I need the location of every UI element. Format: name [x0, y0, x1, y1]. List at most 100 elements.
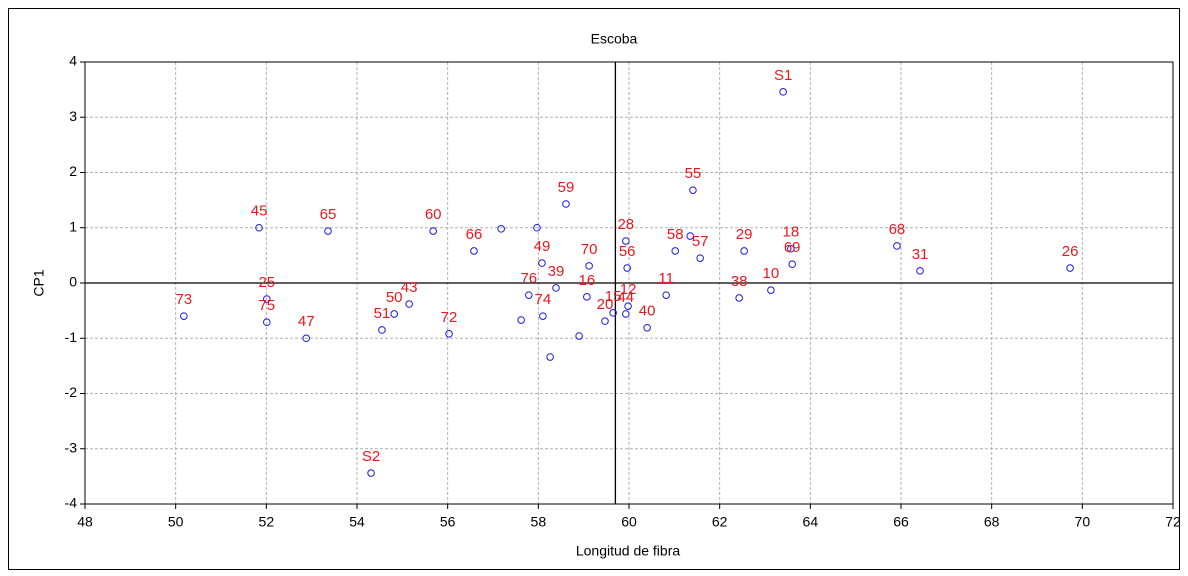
point-label: S1 — [774, 67, 792, 84]
point-label: 10 — [763, 265, 780, 282]
point-label: 69 — [784, 239, 801, 256]
point-label: 26 — [1062, 243, 1079, 260]
y-tick-label: 4 — [69, 53, 77, 69]
point — [302, 334, 311, 343]
point-label: 66 — [466, 226, 483, 243]
y-tick-label: 0 — [69, 274, 77, 290]
point-label: 58 — [667, 226, 684, 243]
point-label: 49 — [534, 238, 551, 255]
point — [916, 267, 924, 275]
point — [624, 302, 632, 311]
x-tick-label: 52 — [259, 514, 275, 530]
point-label: S2 — [362, 448, 380, 465]
point-label: 75 — [258, 297, 275, 314]
point-label: 60 — [425, 206, 442, 223]
point — [255, 223, 263, 232]
point-label: 55 — [685, 165, 702, 182]
point — [585, 262, 593, 270]
point — [497, 225, 505, 233]
point — [546, 353, 554, 361]
point-label: 44 — [617, 289, 634, 306]
point-label: 73 — [175, 291, 192, 308]
point-label: 50 — [386, 289, 403, 306]
point — [539, 312, 547, 320]
point — [583, 293, 591, 301]
point-label: 57 — [692, 233, 709, 250]
point-label: 29 — [736, 226, 753, 243]
point — [601, 317, 609, 325]
point-label: 43 — [401, 279, 418, 296]
point — [622, 237, 630, 245]
point — [538, 259, 546, 267]
point-label: 47 — [298, 313, 315, 330]
point — [735, 294, 743, 302]
x-tick-label: 58 — [531, 514, 547, 530]
x-tick-label: 56 — [440, 514, 456, 530]
x-tick-label: 60 — [621, 514, 637, 530]
point — [575, 332, 583, 340]
point — [429, 227, 437, 235]
point-label: 38 — [731, 273, 748, 290]
point — [525, 291, 533, 299]
point — [390, 310, 398, 318]
point — [262, 295, 271, 303]
point — [180, 312, 188, 320]
y-tick-label: 1 — [69, 218, 77, 234]
point-label: 45 — [251, 203, 268, 220]
point — [779, 88, 787, 96]
x-tick-label: 54 — [349, 514, 365, 530]
y-tick-label: -3 — [65, 439, 78, 455]
x-tick-label: 72 — [1165, 514, 1181, 530]
point-label: 25 — [258, 274, 275, 291]
point — [445, 330, 453, 338]
point — [787, 244, 795, 253]
point — [405, 300, 413, 308]
x-tick-label: 64 — [803, 514, 819, 530]
point — [686, 232, 695, 240]
point — [378, 326, 386, 334]
y-tick-label: 2 — [69, 163, 77, 179]
point-label: 70 — [581, 241, 598, 258]
x-tick-label: 48 — [77, 514, 93, 530]
x-axis-label: Longitud de fibra — [576, 543, 681, 559]
point — [552, 284, 560, 292]
point — [533, 223, 541, 232]
point — [262, 318, 271, 327]
point — [662, 291, 670, 299]
point-label: 18 — [782, 224, 799, 241]
point-label: 68 — [889, 221, 906, 238]
point — [324, 227, 332, 235]
point — [367, 469, 375, 477]
point-label: 28 — [617, 216, 634, 233]
point — [470, 247, 478, 255]
point-label: 74 — [535, 291, 552, 308]
x-tick-label: 62 — [712, 514, 728, 530]
point-label: 31 — [912, 246, 929, 263]
x-tick-label: 70 — [1075, 514, 1091, 530]
point — [609, 309, 617, 317]
point — [767, 286, 775, 294]
point-label: 39 — [548, 263, 565, 280]
point-label: 16 — [578, 272, 595, 289]
point-label: 72 — [441, 309, 458, 326]
point — [1066, 264, 1074, 272]
point-label: 11 — [658, 270, 674, 287]
point — [643, 323, 651, 332]
point-label: 56 — [619, 243, 636, 260]
point — [562, 200, 570, 208]
y-axis-label: CP1 — [31, 269, 47, 296]
x-tick-label: 66 — [893, 514, 909, 530]
point-label: 12 — [620, 281, 637, 298]
point-label: 15 — [605, 288, 622, 305]
point — [622, 310, 630, 318]
point — [689, 186, 697, 194]
point-label: 20 — [597, 296, 614, 313]
y-tick-label: -2 — [65, 384, 78, 400]
x-tick-label: 68 — [984, 514, 1000, 530]
y-tick-label: -4 — [65, 495, 78, 511]
point-label: 51 — [374, 305, 391, 322]
point — [740, 247, 748, 255]
point — [696, 254, 704, 262]
x-tick-label: 50 — [168, 514, 184, 530]
